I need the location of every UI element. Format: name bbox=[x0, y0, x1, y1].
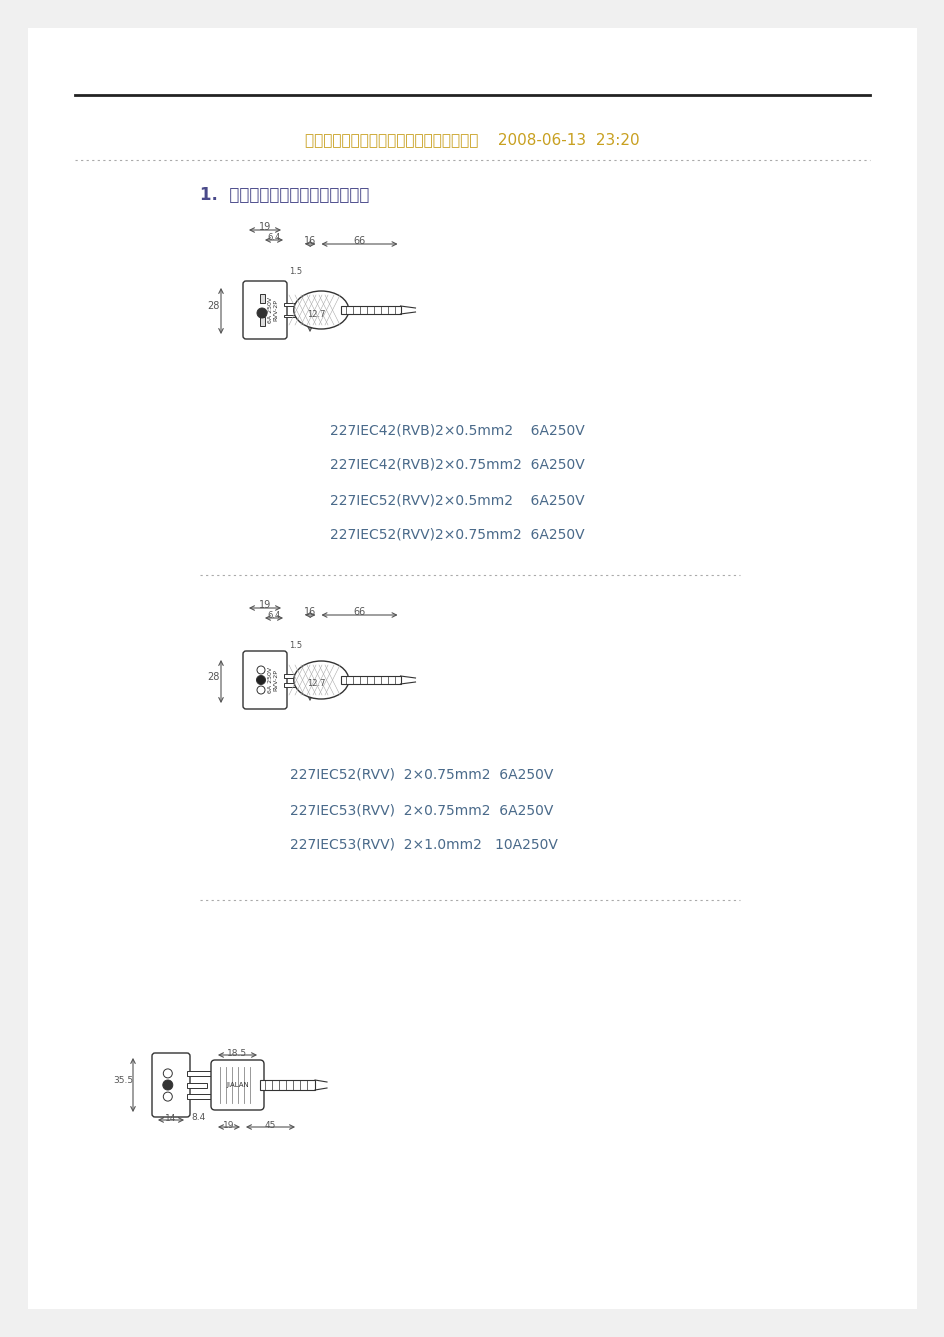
Text: 12.7: 12.7 bbox=[307, 679, 325, 689]
Text: 1.5: 1.5 bbox=[289, 640, 302, 650]
Text: 66: 66 bbox=[353, 607, 365, 616]
Text: 1.  中国电源线标准及所用插头规格: 1. 中国电源线标准及所用插头规格 bbox=[200, 186, 369, 205]
Circle shape bbox=[163, 1068, 172, 1078]
Bar bbox=[284, 674, 302, 678]
Text: 227IEC53(RVV)  2×1.0mm2   10A250V: 227IEC53(RVV) 2×1.0mm2 10A250V bbox=[290, 838, 557, 852]
Text: 16: 16 bbox=[304, 607, 316, 616]
Text: 227IEC52(RVV)2×0.75mm2  6A250V: 227IEC52(RVV)2×0.75mm2 6A250V bbox=[329, 528, 584, 541]
Circle shape bbox=[256, 675, 265, 685]
Text: 6A 250V
RVV-2P: 6A 250V RVV-2P bbox=[267, 667, 278, 693]
Bar bbox=[187, 1083, 207, 1087]
Circle shape bbox=[257, 308, 267, 318]
Text: JIALAN: JIALAN bbox=[226, 1082, 248, 1088]
Bar bbox=[340, 677, 400, 685]
Text: 45: 45 bbox=[264, 1120, 276, 1130]
FancyBboxPatch shape bbox=[243, 651, 287, 709]
Text: 12.7: 12.7 bbox=[307, 310, 325, 320]
Text: 28: 28 bbox=[207, 301, 219, 312]
Bar bbox=[187, 1071, 215, 1076]
Text: 14: 14 bbox=[165, 1114, 177, 1123]
Text: 19: 19 bbox=[259, 600, 271, 610]
Text: 6.4: 6.4 bbox=[267, 611, 280, 620]
Circle shape bbox=[257, 686, 264, 694]
Bar bbox=[187, 1094, 215, 1099]
Bar bbox=[260, 317, 264, 326]
Text: 16: 16 bbox=[304, 237, 316, 246]
Text: 19: 19 bbox=[259, 222, 271, 233]
Circle shape bbox=[162, 1080, 173, 1090]
Text: 35.5: 35.5 bbox=[113, 1076, 133, 1086]
Text: 18.5: 18.5 bbox=[228, 1050, 247, 1058]
FancyBboxPatch shape bbox=[243, 281, 287, 340]
Text: 19: 19 bbox=[223, 1120, 234, 1130]
Circle shape bbox=[163, 1092, 172, 1102]
Text: 各国电源线标准及所使用插头规格（转摘）    2008-06-13  23:20: 各国电源线标准及所使用插头规格（转摘） 2008-06-13 23:20 bbox=[304, 132, 639, 147]
Bar bbox=[340, 306, 400, 314]
Bar bbox=[284, 682, 302, 686]
Text: 8.4: 8.4 bbox=[192, 1114, 206, 1123]
FancyBboxPatch shape bbox=[152, 1054, 190, 1116]
Text: 28: 28 bbox=[207, 671, 219, 682]
Bar bbox=[284, 314, 302, 317]
Text: 227IEC53(RVV)  2×0.75mm2  6A250V: 227IEC53(RVV) 2×0.75mm2 6A250V bbox=[290, 804, 553, 817]
Ellipse shape bbox=[294, 660, 348, 699]
Ellipse shape bbox=[294, 291, 348, 329]
Bar bbox=[260, 1080, 314, 1090]
FancyBboxPatch shape bbox=[211, 1060, 263, 1110]
Text: 6A 250V
RVV-2P: 6A 250V RVV-2P bbox=[267, 297, 278, 324]
Circle shape bbox=[257, 666, 264, 674]
Text: 1.5: 1.5 bbox=[289, 267, 302, 277]
Text: 6.4: 6.4 bbox=[267, 233, 280, 242]
Text: 227IEC42(RVB)2×0.75mm2  6A250V: 227IEC42(RVB)2×0.75mm2 6A250V bbox=[329, 459, 584, 472]
Text: 227IEC42(RVB)2×0.5mm2    6A250V: 227IEC42(RVB)2×0.5mm2 6A250V bbox=[329, 422, 584, 437]
Bar bbox=[260, 294, 264, 303]
Text: 227IEC52(RVV)  2×0.75mm2  6A250V: 227IEC52(RVV) 2×0.75mm2 6A250V bbox=[290, 767, 553, 782]
Bar bbox=[284, 303, 302, 305]
Text: 66: 66 bbox=[353, 237, 365, 246]
Text: 227IEC52(RVV)2×0.5mm2    6A250V: 227IEC52(RVV)2×0.5mm2 6A250V bbox=[329, 493, 584, 507]
